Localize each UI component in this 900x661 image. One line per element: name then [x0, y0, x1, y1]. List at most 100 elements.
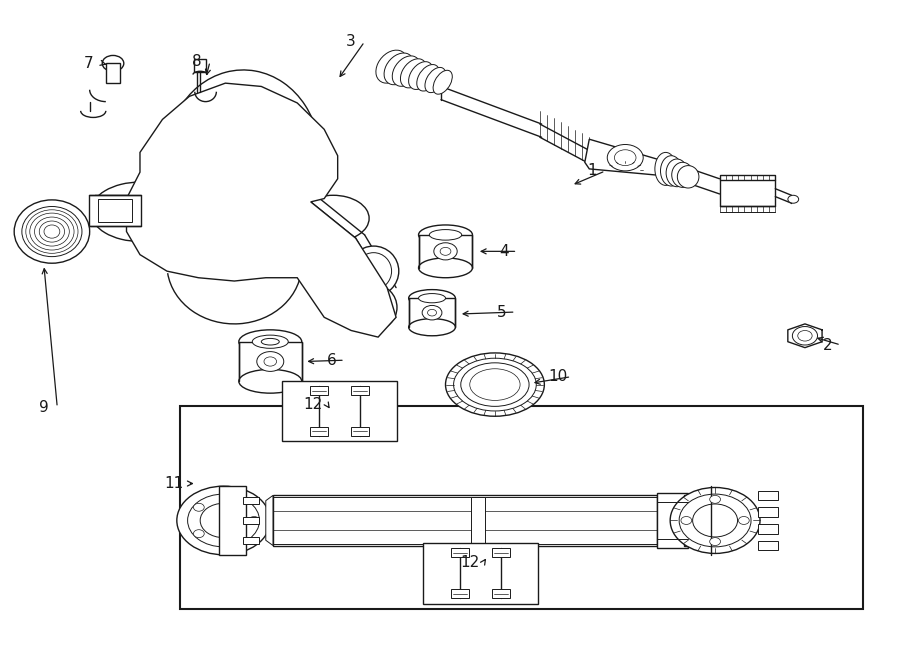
Circle shape [615, 150, 636, 166]
Circle shape [176, 486, 270, 555]
Circle shape [739, 516, 749, 524]
Bar [89, 194, 141, 226]
Polygon shape [266, 495, 273, 545]
Polygon shape [585, 139, 666, 175]
Ellipse shape [350, 284, 397, 330]
Bar [758, 507, 778, 516]
Ellipse shape [661, 156, 682, 186]
Circle shape [248, 516, 259, 524]
Ellipse shape [429, 229, 462, 240]
Bar [471, 497, 485, 543]
Ellipse shape [40, 221, 65, 242]
Circle shape [171, 248, 189, 261]
Text: 4: 4 [500, 244, 508, 259]
Text: 12: 12 [304, 397, 323, 412]
Circle shape [246, 187, 285, 216]
Circle shape [797, 330, 812, 341]
Ellipse shape [400, 59, 427, 88]
Bar [194, 59, 206, 72]
Ellipse shape [392, 56, 420, 87]
Circle shape [228, 495, 238, 503]
Ellipse shape [357, 290, 390, 325]
Bar [238, 342, 302, 381]
Circle shape [710, 537, 721, 545]
Ellipse shape [446, 353, 544, 416]
Bar [98, 198, 132, 222]
Ellipse shape [22, 206, 82, 256]
Circle shape [194, 529, 204, 537]
Bar [492, 548, 510, 557]
Bar [720, 175, 775, 206]
Ellipse shape [454, 358, 536, 411]
Bar [243, 517, 259, 524]
Circle shape [255, 194, 276, 210]
Circle shape [200, 503, 247, 537]
Ellipse shape [678, 166, 699, 188]
Circle shape [680, 494, 751, 547]
Ellipse shape [348, 246, 399, 296]
Bar [95, 195, 145, 225]
Text: 3: 3 [346, 34, 356, 49]
Ellipse shape [425, 67, 446, 93]
Text: 9: 9 [39, 400, 49, 415]
Circle shape [266, 248, 284, 261]
Bar [451, 589, 469, 598]
Circle shape [440, 247, 451, 255]
Ellipse shape [384, 53, 414, 85]
Circle shape [428, 309, 436, 316]
Circle shape [710, 495, 721, 503]
Text: 8: 8 [192, 54, 202, 69]
Text: 12: 12 [460, 555, 480, 570]
Circle shape [608, 145, 643, 171]
Bar [758, 541, 778, 550]
Circle shape [422, 305, 442, 320]
Ellipse shape [261, 338, 279, 345]
Circle shape [670, 487, 760, 553]
Bar [418, 235, 472, 268]
Ellipse shape [433, 70, 453, 94]
Bar [423, 543, 538, 603]
Ellipse shape [34, 217, 69, 246]
Bar [492, 589, 510, 598]
Circle shape [434, 243, 457, 260]
Text: 5: 5 [498, 305, 507, 319]
Ellipse shape [238, 369, 302, 393]
Circle shape [329, 231, 351, 247]
Circle shape [681, 516, 692, 524]
Circle shape [187, 494, 259, 547]
Ellipse shape [44, 225, 59, 238]
Ellipse shape [470, 369, 520, 401]
Ellipse shape [409, 319, 455, 336]
Ellipse shape [671, 163, 693, 187]
Bar [684, 495, 702, 545]
Ellipse shape [409, 61, 433, 89]
Text: 1: 1 [587, 163, 597, 178]
Text: 6: 6 [327, 353, 337, 368]
Bar [351, 386, 369, 395]
Circle shape [788, 195, 798, 203]
Circle shape [322, 246, 340, 259]
Ellipse shape [666, 159, 688, 186]
Bar [310, 427, 328, 436]
Bar [451, 548, 469, 557]
Circle shape [256, 352, 284, 371]
Text: 11: 11 [165, 476, 184, 491]
Ellipse shape [461, 363, 529, 407]
Ellipse shape [252, 335, 288, 348]
Ellipse shape [417, 65, 439, 91]
Bar [219, 486, 246, 555]
Ellipse shape [376, 50, 408, 83]
Bar [409, 298, 455, 327]
Ellipse shape [26, 210, 78, 253]
Circle shape [792, 327, 817, 345]
Text: 10: 10 [548, 369, 568, 384]
Circle shape [210, 194, 231, 210]
Bar [758, 524, 778, 533]
Bar [351, 427, 369, 436]
Polygon shape [127, 83, 396, 337]
Ellipse shape [418, 225, 472, 245]
Bar [180, 406, 863, 609]
Circle shape [202, 248, 220, 261]
Circle shape [234, 248, 252, 261]
Circle shape [228, 538, 238, 546]
